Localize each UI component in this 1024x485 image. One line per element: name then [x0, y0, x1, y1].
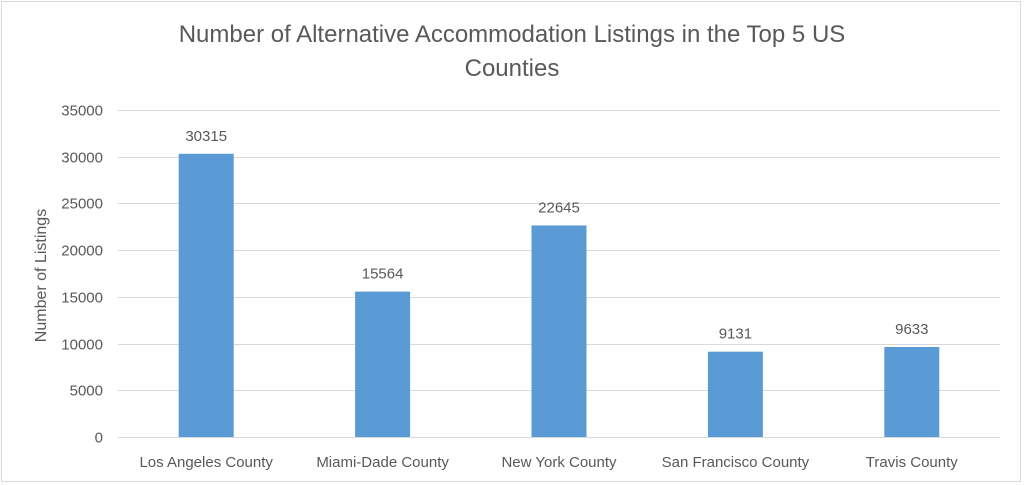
y-tick-label: 15000 [61, 290, 103, 307]
data-label: 9131 [719, 326, 752, 343]
y-tick-label: 5000 [70, 383, 103, 400]
bar [178, 153, 234, 437]
data-label: 30315 [185, 128, 227, 145]
chart-title: Number of Alternative Accommodation List… [0, 18, 1024, 86]
y-tick-label: 25000 [61, 196, 103, 213]
y-tick-label: 20000 [61, 243, 103, 260]
x-tick-label: New York County [501, 454, 617, 471]
y-tick-label: 10000 [61, 337, 103, 354]
x-tick-label: San Francisco County [662, 454, 810, 471]
data-labels: 30315 15564 22645 9131 9633 [185, 128, 928, 343]
chart-title-line-2: Counties [464, 55, 560, 82]
bar [707, 351, 763, 437]
y-axis-ticks: 0 5000 10000 15000 20000 25000 30000 35000 [61, 103, 103, 447]
bar [531, 225, 587, 437]
x-tick-label: Los Angeles County [139, 454, 273, 471]
y-tick-label: 0 [95, 430, 103, 447]
x-tick-label: Travis County [866, 454, 958, 471]
bar [884, 347, 940, 437]
x-axis-ticks: Los Angeles County Miami-Dade County New Y… [139, 454, 958, 471]
data-label: 15564 [362, 266, 404, 283]
data-label: 22645 [538, 199, 580, 216]
y-axis-label: Number of Listings [33, 209, 50, 342]
data-label: 9633 [895, 321, 928, 338]
x-tick-label: Miami-Dade County [316, 454, 449, 471]
y-tick-label: 35000 [61, 103, 103, 120]
chart-title-line-1: Number of Alternative Accommodation List… [178, 21, 846, 48]
bars [178, 153, 940, 437]
bar [355, 291, 411, 437]
y-tick-label: 30000 [61, 150, 103, 167]
